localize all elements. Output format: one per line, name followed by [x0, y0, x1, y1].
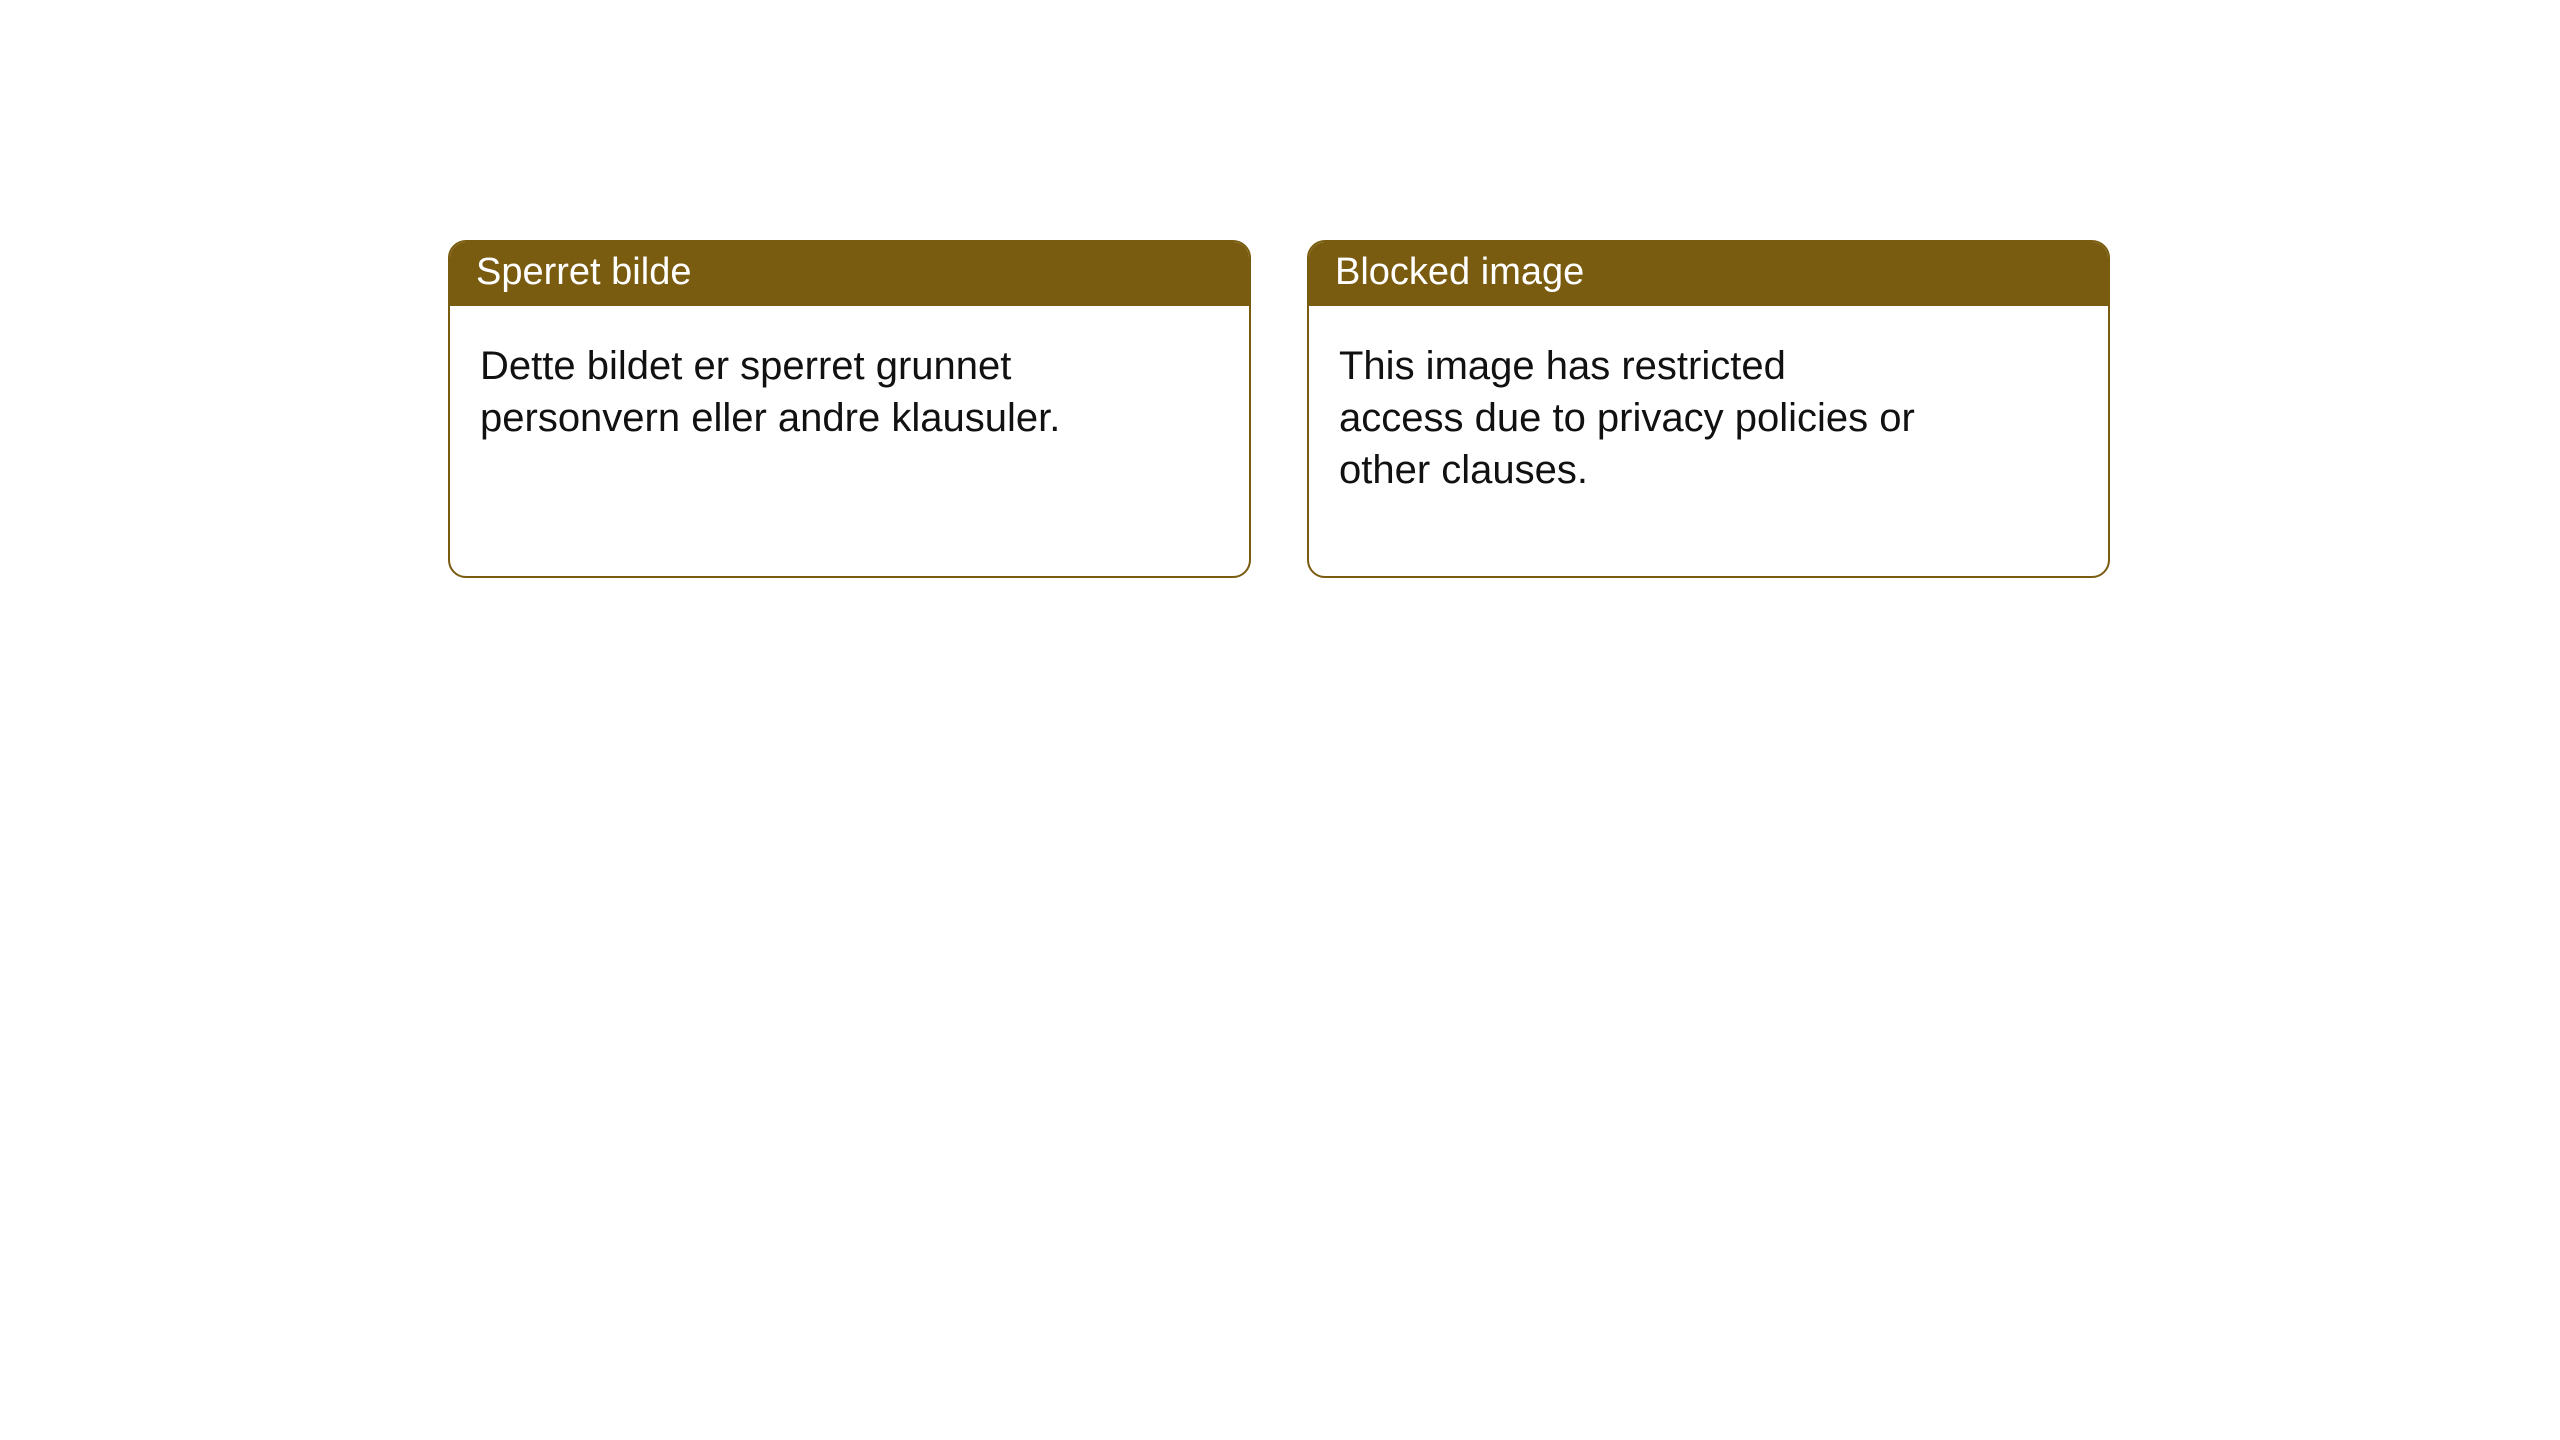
notice-card-en: Blocked image This image has restricted … [1307, 240, 2110, 578]
notice-body-en: This image has restricted access due to … [1309, 306, 1949, 576]
notice-container: Sperret bilde Dette bildet er sperret gr… [0, 0, 2560, 578]
notice-header-en: Blocked image [1309, 242, 2108, 306]
notice-card-no: Sperret bilde Dette bildet er sperret gr… [448, 240, 1251, 578]
notice-body-no: Dette bildet er sperret grunnet personve… [450, 306, 1249, 524]
notice-header-no: Sperret bilde [450, 242, 1249, 306]
